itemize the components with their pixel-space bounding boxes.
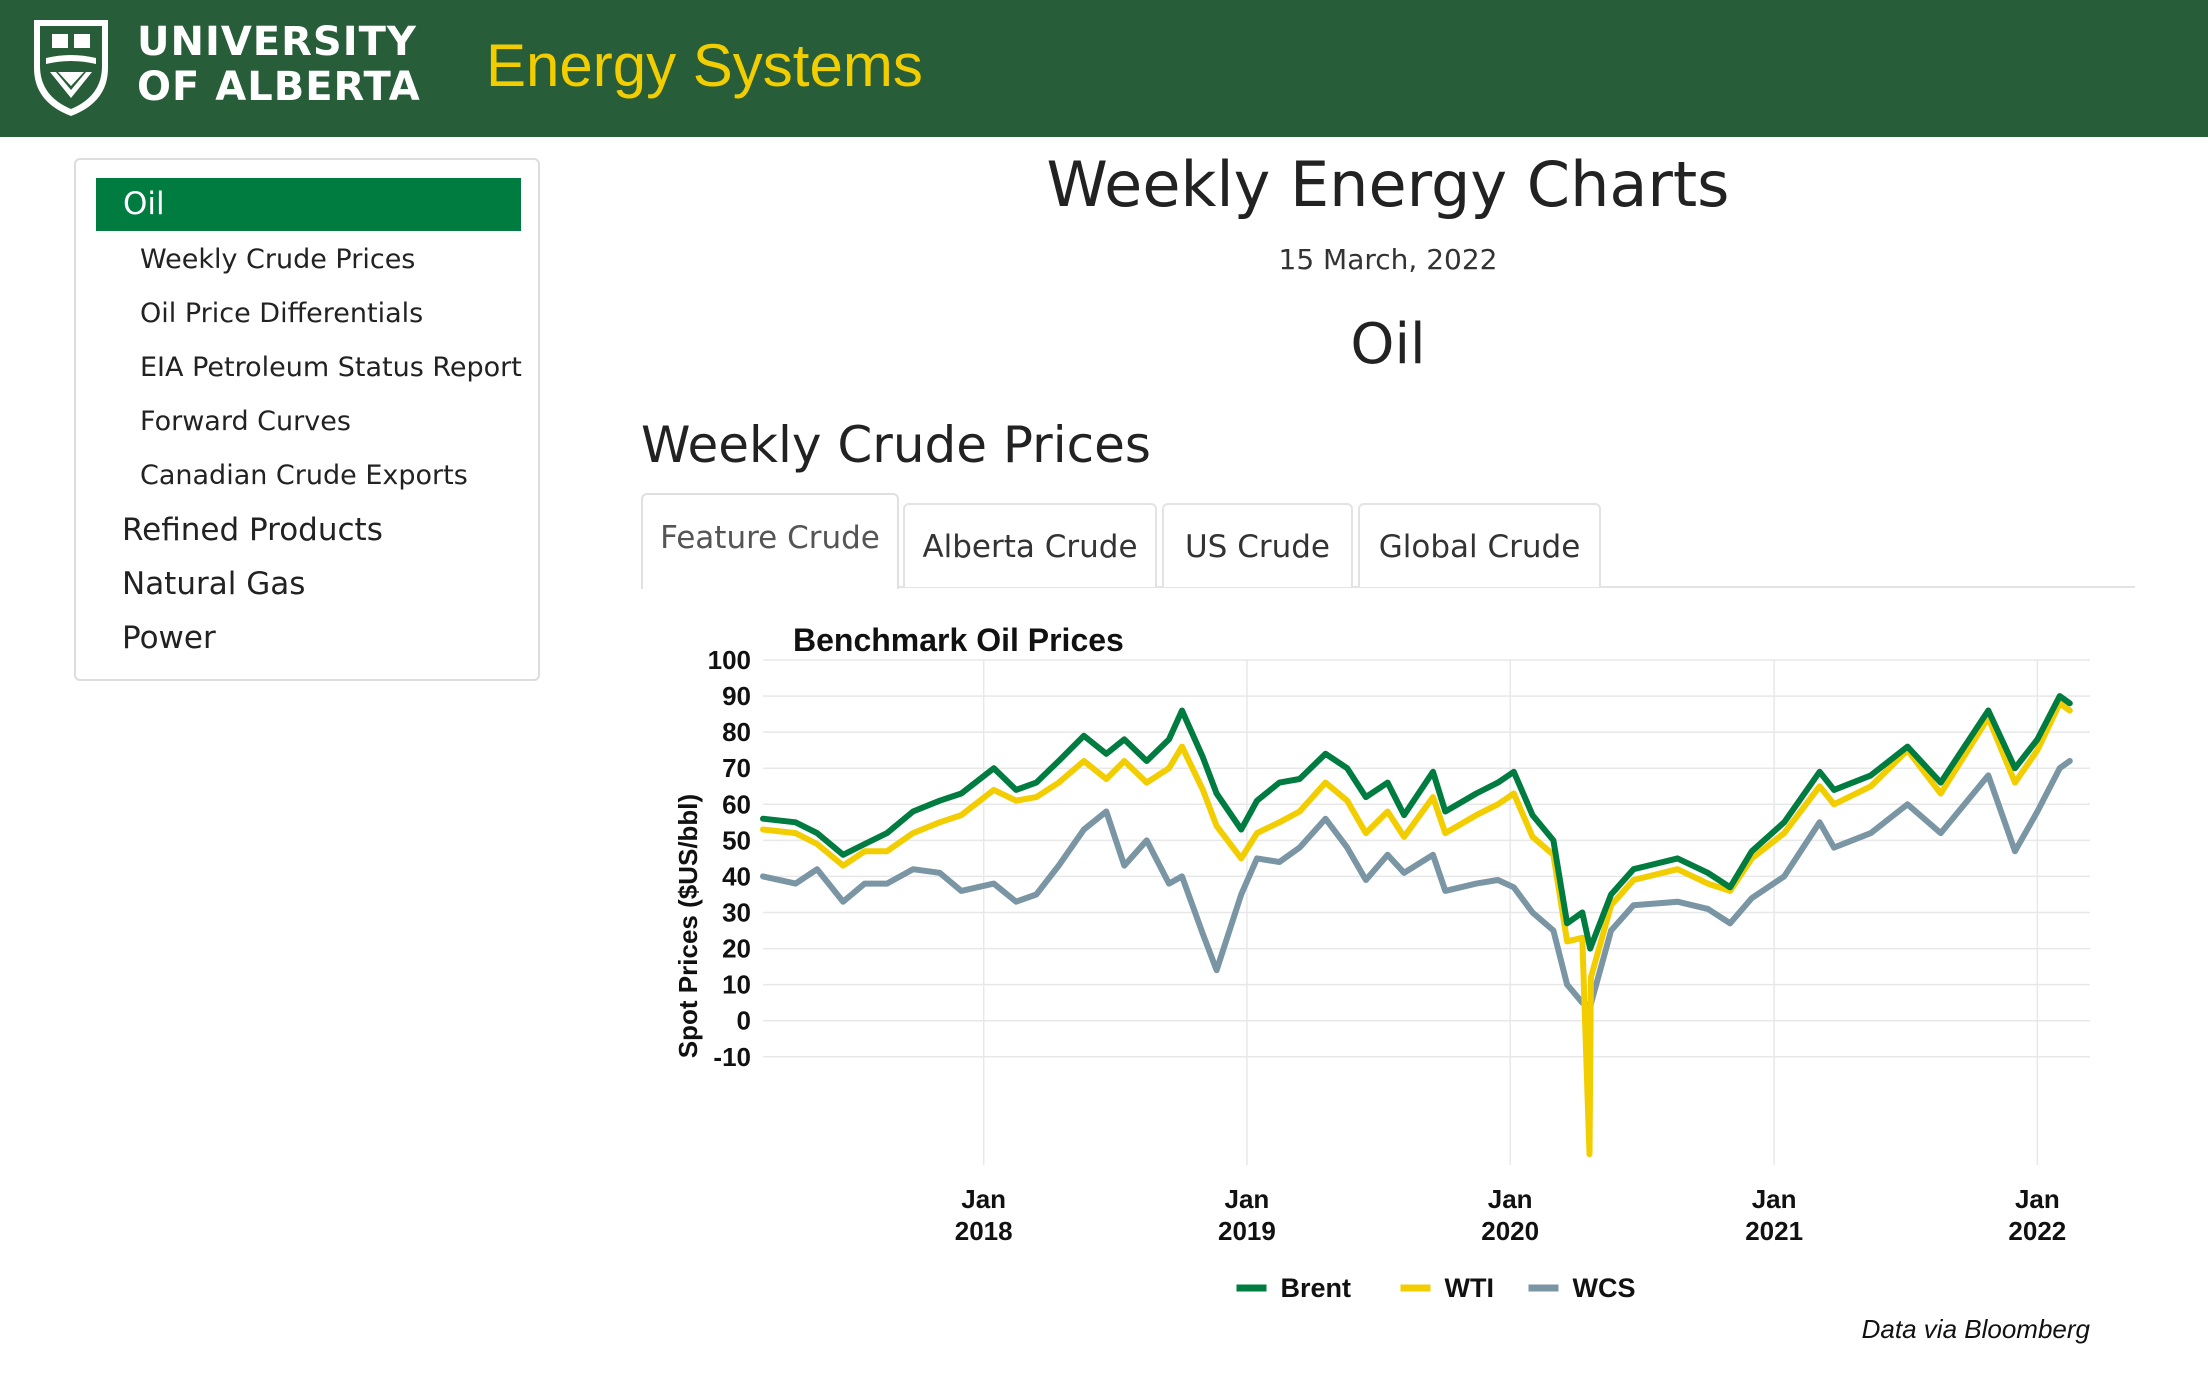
x-tick-label-year: 2018 xyxy=(955,1216,1013,1246)
chart-title: Benchmark Oil Prices xyxy=(793,622,1124,658)
sidebar-item-refined-products[interactable]: Refined Products xyxy=(122,512,383,548)
x-tick-label-month: Jan xyxy=(1488,1184,1533,1214)
sidebar-item-power[interactable]: Power xyxy=(122,620,216,656)
y-tick-label: 20 xyxy=(722,934,751,964)
sidebar-item-canadian-crude-exports[interactable]: Canadian Crude Exports xyxy=(140,460,468,491)
university-logo-text[interactable]: UNIVERSITY OF ALBERTA xyxy=(137,20,421,110)
section-title: Oil xyxy=(1350,312,1426,377)
legend-label-wcs: WCS xyxy=(1573,1273,1636,1303)
y-tick-label: -10 xyxy=(713,1042,751,1072)
y-tick-label: 70 xyxy=(722,753,751,783)
x-tick-label-month: Jan xyxy=(1752,1184,1797,1214)
x-tick-label-month: Jan xyxy=(1225,1184,1270,1214)
y-tick-label: 30 xyxy=(722,898,751,928)
sidebar-item-eia-petroleum-status-report[interactable]: EIA Petroleum Status Report xyxy=(140,352,522,383)
page-title: Weekly Energy Charts xyxy=(1046,148,1730,221)
tab-feature-crude[interactable]: Feature Crude xyxy=(641,493,899,589)
sidebar-item-weekly-crude-prices[interactable]: Weekly Crude Prices xyxy=(140,244,416,275)
legend-label-wti: WTI xyxy=(1445,1273,1494,1303)
x-tick-label-year: 2020 xyxy=(1481,1216,1539,1246)
tab-us-crude[interactable]: US Crude xyxy=(1162,503,1353,587)
y-tick-label: 50 xyxy=(722,825,751,855)
chart-legend: Brent WTI WCS xyxy=(1236,1273,1636,1303)
sidebar-item-natural-gas[interactable]: Natural Gas xyxy=(122,566,306,602)
y-tick-label: 100 xyxy=(708,645,751,675)
y-tick-label: 40 xyxy=(722,861,751,891)
chart-series xyxy=(760,693,2073,1158)
logo-line-2: OF ALBERTA xyxy=(137,64,421,110)
sidebar-item-oil-price-differentials[interactable]: Oil Price Differentials xyxy=(140,298,424,329)
x-tick-label-month: Jan xyxy=(2015,1184,2060,1214)
series-line-wti xyxy=(760,700,2073,1158)
tab-alberta-crude[interactable]: Alberta Crude xyxy=(903,503,1157,587)
x-tick-label-month: Jan xyxy=(961,1184,1006,1214)
page-date: 15 March, 2022 xyxy=(1278,243,1498,276)
chart-axes: 1009080706050403020100-10Jan2018Jan2019J… xyxy=(708,645,2067,1246)
y-tick-label: 60 xyxy=(722,789,751,819)
x-tick-label-year: 2021 xyxy=(1745,1216,1803,1246)
sidebar-item-forward-curves[interactable]: Forward Curves xyxy=(140,406,351,437)
university-shield-logo-icon[interactable] xyxy=(30,16,112,118)
sidebar-nav: Oil Weekly Crude Prices Oil Price Differ… xyxy=(74,158,540,681)
chart-grid xyxy=(763,659,2090,1165)
chart-y-axis-label: Spot Prices ($US/bbl) xyxy=(673,794,703,1058)
y-tick-label: 10 xyxy=(722,970,751,1000)
chart-caption: Data via Bloomberg xyxy=(1862,1314,2091,1344)
y-tick-label: 0 xyxy=(737,1006,751,1036)
logo-line-1: UNIVERSITY xyxy=(137,19,417,65)
x-tick-label-year: 2019 xyxy=(1218,1216,1276,1246)
legend-label-brent: Brent xyxy=(1281,1273,1352,1303)
x-tick-label-year: 2022 xyxy=(2008,1216,2066,1246)
series-line-wcs xyxy=(760,758,2073,1010)
site-title[interactable]: Energy Systems xyxy=(486,32,923,99)
subsection-title: Weekly Crude Prices xyxy=(641,416,1151,474)
tabs-divider xyxy=(641,586,2135,588)
tab-global-crude[interactable]: Global Crude xyxy=(1358,503,1601,587)
y-tick-label: 90 xyxy=(722,681,751,711)
sidebar-item-oil[interactable]: Oil xyxy=(96,178,521,231)
benchmark-oil-prices-chart: 1009080706050403020100-10Jan2018Jan2019J… xyxy=(673,622,2091,1344)
site-header: UNIVERSITY OF ALBERTA Energy Systems xyxy=(0,0,2208,137)
y-tick-label: 80 xyxy=(722,717,751,747)
series-line-brent xyxy=(760,693,2073,952)
